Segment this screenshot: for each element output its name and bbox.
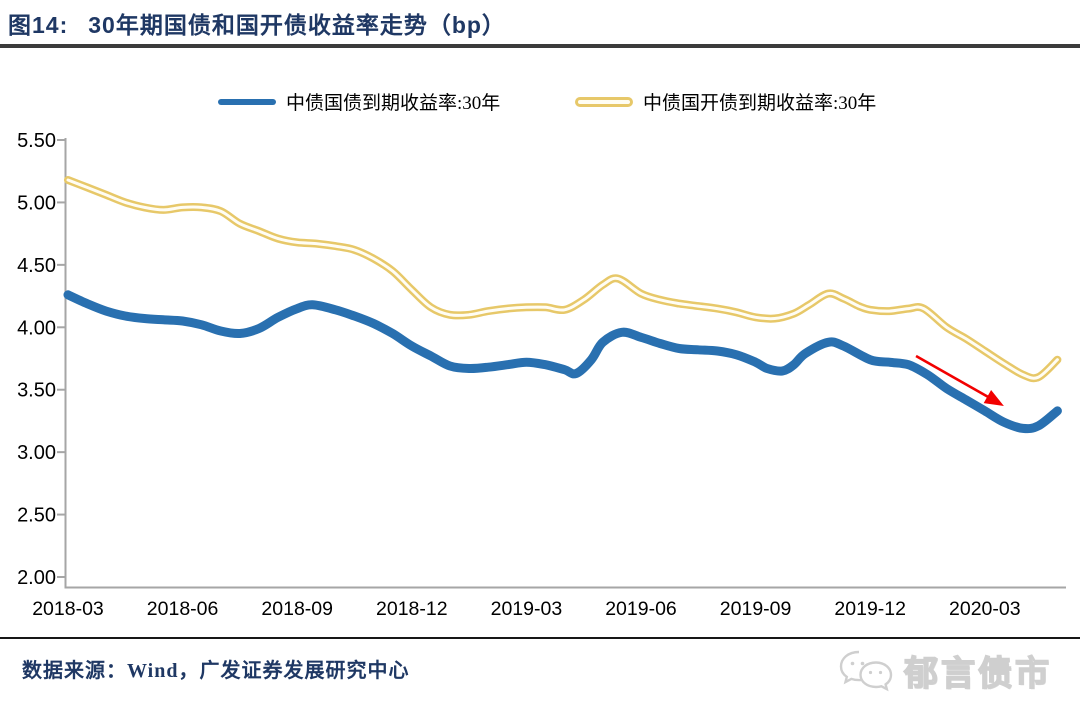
figure-title: 图14: 30年期国债和国开债收益率走势（bp）	[8, 6, 506, 40]
x-tick-label: 2018-09	[261, 598, 333, 620]
trend-arrow-shaft	[915, 354, 990, 399]
y-tick-label: 3.00	[17, 442, 56, 464]
x-tick-label: 2020-03	[949, 598, 1021, 620]
x-tick-label: 2019-03	[491, 598, 563, 620]
trend-arrow-head	[983, 390, 1004, 406]
y-tick-label: 5.50	[17, 130, 56, 152]
data-source: 数据来源：Wind，广发证券发展研究中心	[22, 660, 410, 682]
title-divider	[0, 44, 1080, 48]
watermark: 郁言债市	[838, 646, 1052, 695]
x-tick-label: 2018-06	[147, 598, 219, 620]
axis-lines	[64, 138, 1066, 589]
y-tick-label: 5.00	[17, 192, 56, 214]
cgb-30y-line	[63, 290, 1062, 434]
cdb-30y-line-core	[66, 178, 1059, 380]
chart-legend: 中债国债到期收益率:30年 中债国开债到期收益率:30年	[0, 88, 1080, 116]
watermark-text: 郁言债市	[903, 655, 1052, 694]
y-tick-label: 3.50	[17, 380, 56, 402]
x-tick-label: 2019-06	[605, 598, 677, 620]
x-tick-label: 2018-03	[32, 598, 104, 620]
x-tick-label: 2019-12	[834, 598, 906, 620]
x-tick-label: 2019-09	[720, 598, 792, 620]
legend-item-cgb: 中债国债到期收益率:30年	[218, 88, 500, 115]
y-tick-label: 2.50	[17, 505, 56, 527]
figure-title-text: 30年期国债和国开债收益率走势（bp）	[88, 12, 506, 38]
footer-divider	[0, 637, 1080, 639]
cgb-line-swatch	[218, 98, 276, 105]
wechat-icon	[839, 650, 893, 691]
figure-number: 图14:	[8, 12, 69, 38]
legend-item-cdb: 中债国开债到期收益率:30年	[575, 88, 876, 115]
y-tick-label: 4.00	[17, 317, 56, 339]
y-tick-label: 4.50	[17, 255, 56, 277]
legend-label-cgb: 中债国债到期收益率:30年	[286, 93, 501, 114]
y-tick-label: 2.00	[17, 567, 56, 589]
x-tick-label: 2018-12	[376, 598, 448, 620]
legend-label-cdb: 中债国开债到期收益率:30年	[643, 93, 877, 114]
cdb-line-swatch	[575, 96, 633, 107]
